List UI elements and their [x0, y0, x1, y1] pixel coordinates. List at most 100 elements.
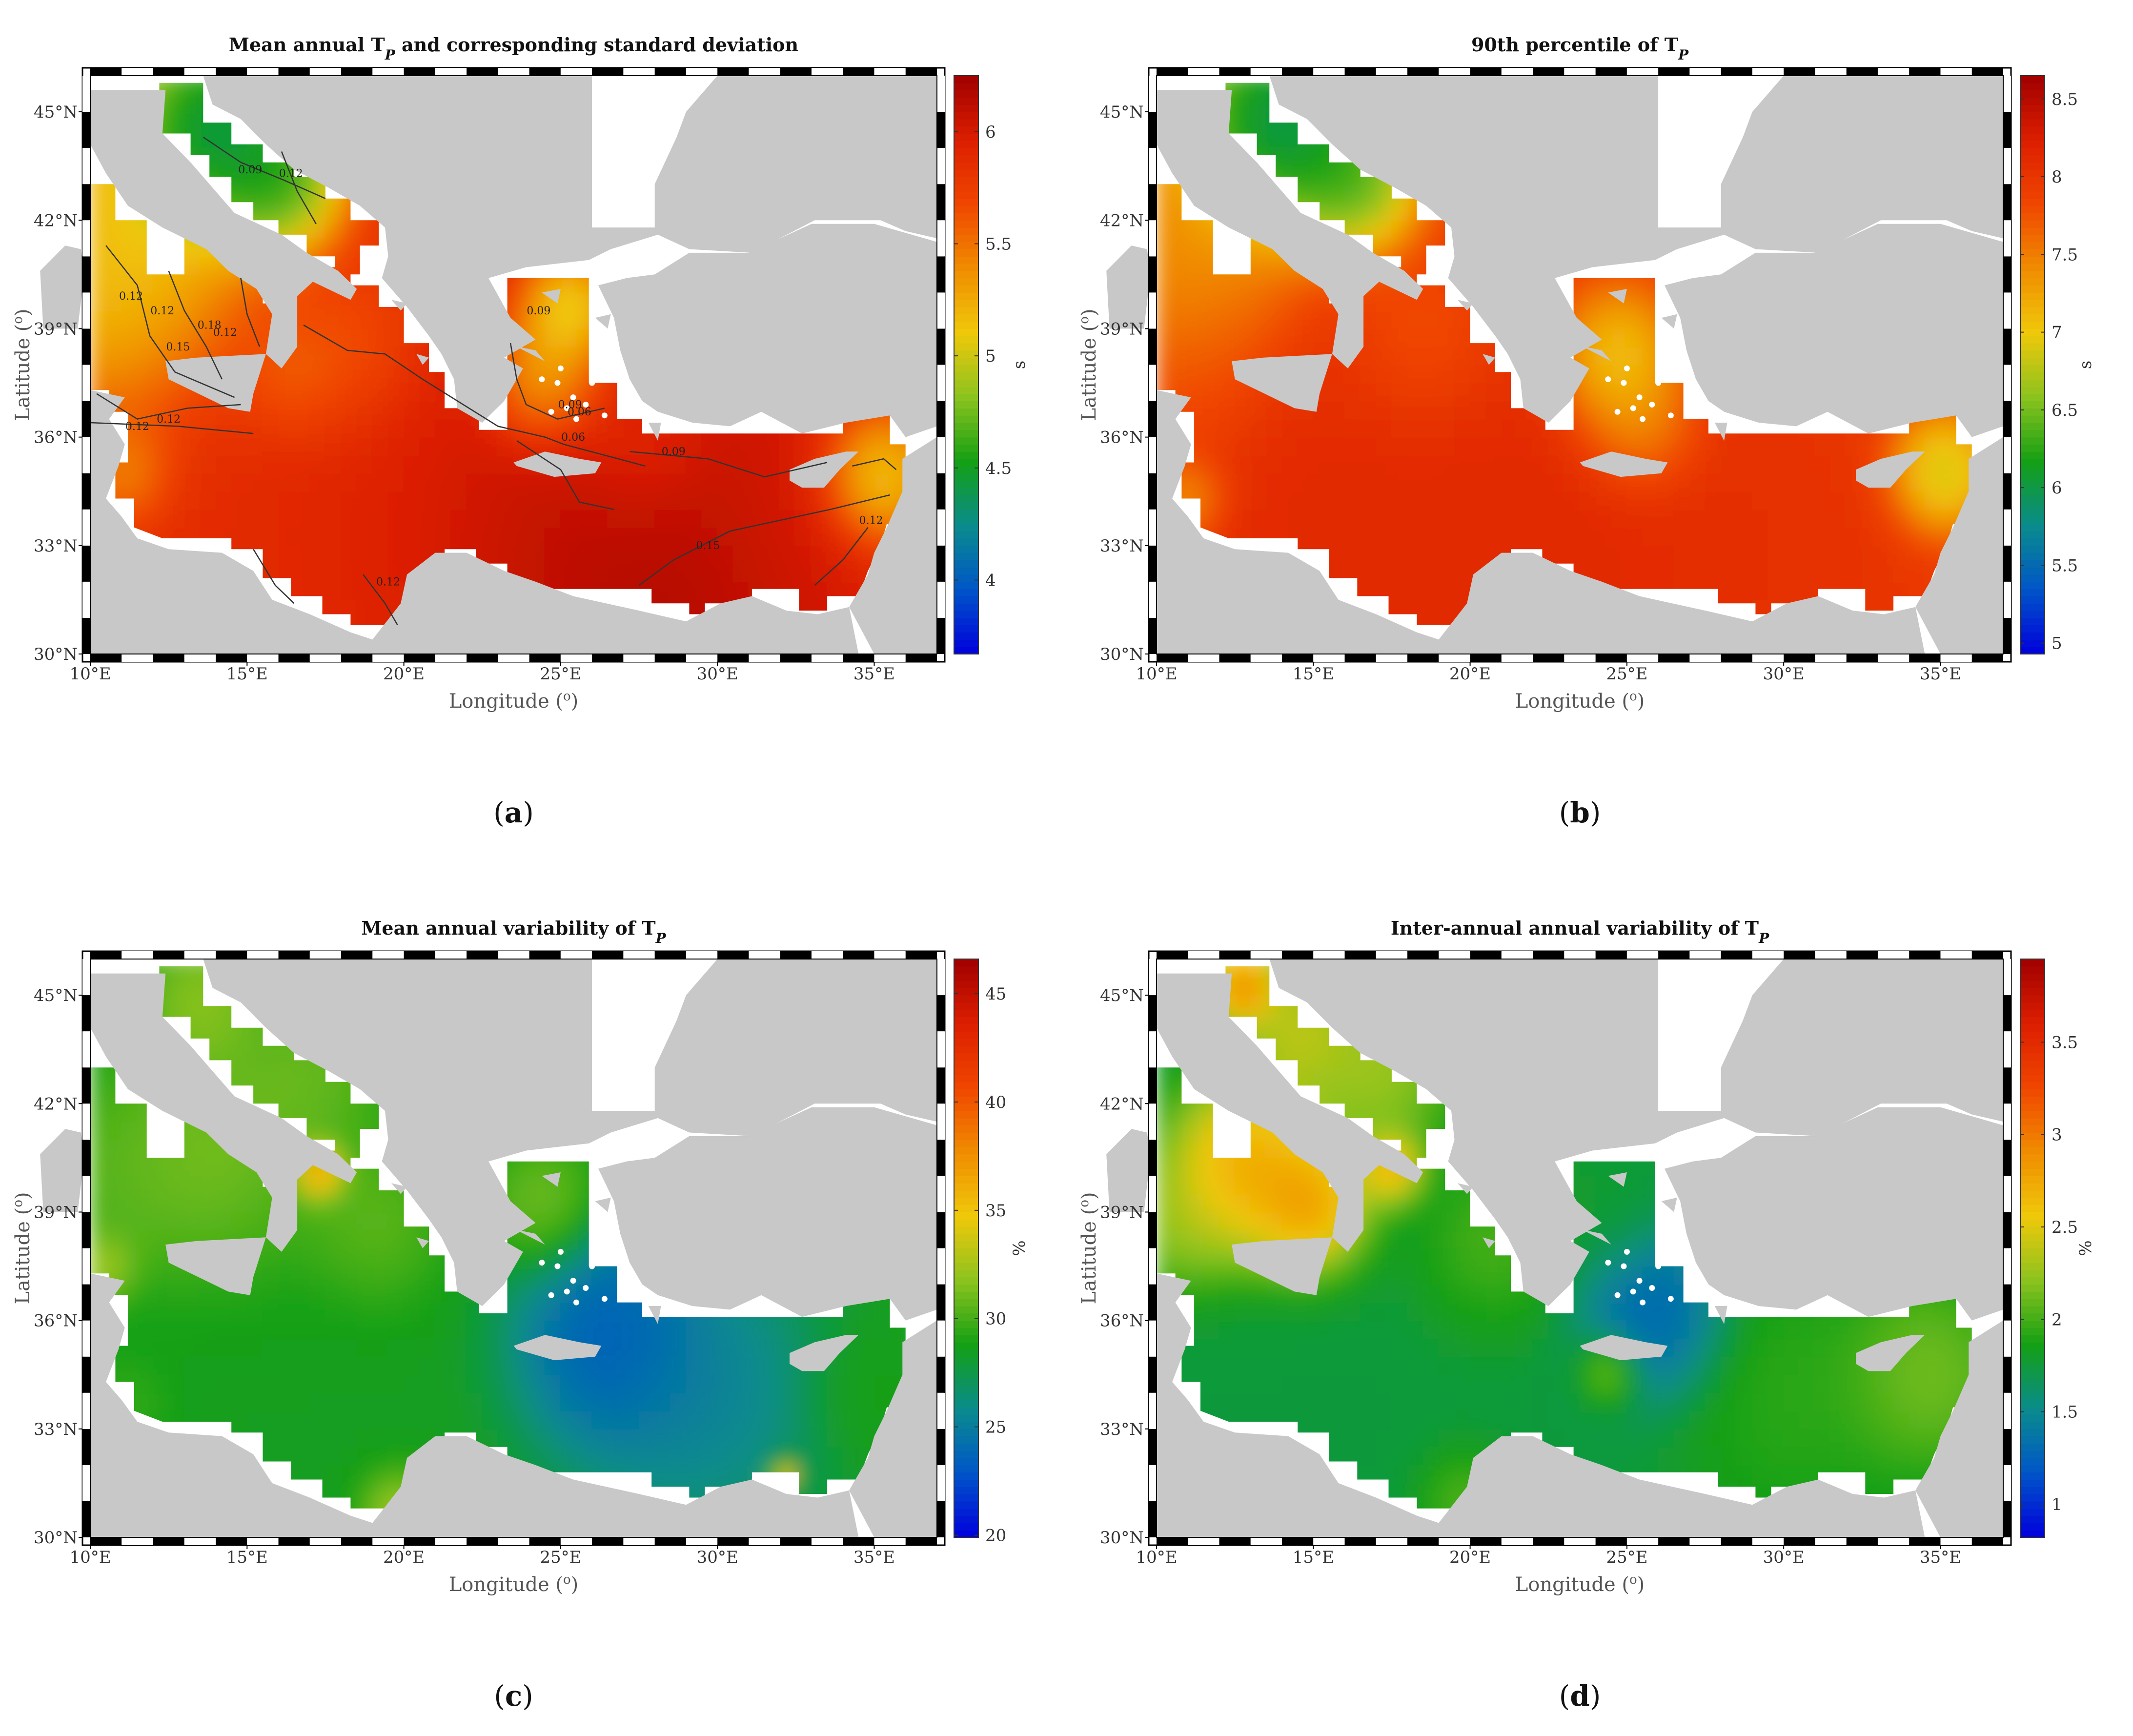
- frame-segment: [1501, 68, 1533, 76]
- data-cell: [1187, 310, 1204, 329]
- data-cell: [1564, 472, 1581, 492]
- std-contour-line: [516, 440, 614, 511]
- colorbar-segment: [954, 545, 978, 553]
- data-cell: [1438, 328, 1455, 347]
- lon-tick-label: 20°E: [383, 664, 425, 684]
- data-cell: [168, 1302, 185, 1321]
- std-contour-line: [630, 450, 828, 478]
- lat-tick-label: 42°N: [34, 211, 78, 230]
- frame-segment: [2003, 292, 2011, 329]
- data-cell: [513, 545, 530, 564]
- data-cell: [231, 310, 248, 329]
- data-cell: [293, 1410, 310, 1430]
- data-cell: [1203, 400, 1220, 420]
- data-cell: [356, 1211, 373, 1231]
- lat-tick-label: 45°N: [34, 102, 78, 122]
- data-cell: [1767, 581, 1785, 600]
- data-cell: [293, 472, 310, 492]
- frame-segment: [372, 68, 404, 76]
- data-cell: [231, 1031, 248, 1050]
- data-cell: [90, 346, 107, 366]
- data-cell: [309, 1229, 326, 1249]
- data-cell: [231, 490, 248, 510]
- data-cell: [1328, 165, 1345, 185]
- data-cell: [262, 1392, 279, 1411]
- data-cell: [1422, 364, 1440, 384]
- data-cell: [1736, 436, 1753, 456]
- data-cell: [1469, 545, 1486, 564]
- data-cell: [1375, 310, 1392, 329]
- frame-segment: [467, 654, 498, 662]
- data-cell: [827, 545, 844, 564]
- data-cell: [1454, 436, 1471, 456]
- data-cell: [1391, 202, 1408, 221]
- data-cell: [1438, 382, 1455, 402]
- island: [40, 245, 84, 329]
- data-cell: [309, 545, 326, 564]
- colorbar-segment: [2020, 119, 2045, 127]
- data-cell: [513, 1175, 530, 1195]
- data-cell: [764, 509, 781, 528]
- data-cell: [278, 418, 295, 438]
- data-cell: [325, 346, 342, 366]
- frame-segment: [2003, 365, 2011, 401]
- colorbar-segment: [2020, 422, 2045, 430]
- frame-segment: [1689, 654, 1721, 662]
- data-cell: [137, 1266, 154, 1285]
- data-cell: [1595, 472, 1612, 492]
- lon-tick-label: 30°E: [697, 664, 738, 684]
- data-cell: [309, 1067, 326, 1086]
- data-cell: [858, 436, 875, 456]
- data-cell: [1861, 527, 1878, 546]
- colorbar: 44.555.56s: [954, 75, 1029, 654]
- data-cell: [262, 1049, 279, 1068]
- data-cell: [1360, 563, 1377, 582]
- data-cell: [262, 545, 279, 564]
- data-cell: [1673, 563, 1690, 582]
- colorbar-segment: [2020, 603, 2045, 611]
- data-cell: [1924, 436, 1941, 456]
- data-cell: [1250, 93, 1267, 113]
- data-cell: [1281, 292, 1299, 311]
- data-cell: [1328, 545, 1345, 564]
- data-cell: [1157, 202, 1173, 221]
- data-cell: [372, 1229, 389, 1249]
- data-cell: [199, 454, 217, 474]
- data-cell: [137, 1356, 154, 1375]
- data-cell: [732, 472, 750, 492]
- data-cell: [1814, 490, 1831, 510]
- data-cell: [1799, 509, 1816, 528]
- data-cell: [231, 436, 248, 456]
- data-cell: [1344, 382, 1361, 402]
- data-cell: [90, 1085, 107, 1104]
- colorbar-segment: [2020, 299, 2045, 307]
- frame-segment: [937, 148, 945, 184]
- data-cell: [90, 274, 107, 293]
- contour-label: 0.06: [561, 431, 585, 444]
- data-cell: [1783, 454, 1800, 474]
- colorbar-segment: [954, 306, 978, 315]
- data-cell: [341, 472, 358, 492]
- data-cell: [231, 1175, 248, 1195]
- data-cell: [1595, 527, 1612, 546]
- data-cell: [387, 472, 405, 492]
- data-cell: [544, 545, 561, 564]
- data-cell: [1469, 364, 1486, 384]
- island: [557, 365, 564, 371]
- frame-segment: [2003, 581, 2011, 618]
- data-cell: [183, 1193, 201, 1213]
- data-cell: [309, 1428, 326, 1448]
- island: [1457, 300, 1473, 311]
- data-cell: [199, 1356, 217, 1375]
- frame-segment: [1877, 68, 1910, 76]
- data-cell: [1736, 472, 1753, 492]
- frame-segment: [1940, 68, 1972, 76]
- data-cell: [183, 509, 201, 528]
- data-cell: [1422, 490, 1440, 510]
- data-cell: [1454, 346, 1471, 366]
- data-cell: [1909, 563, 1926, 582]
- data-cell: [1438, 436, 1455, 456]
- data-cell: [701, 545, 718, 564]
- data-cell: [1265, 400, 1283, 420]
- data-cell: [1783, 490, 1800, 510]
